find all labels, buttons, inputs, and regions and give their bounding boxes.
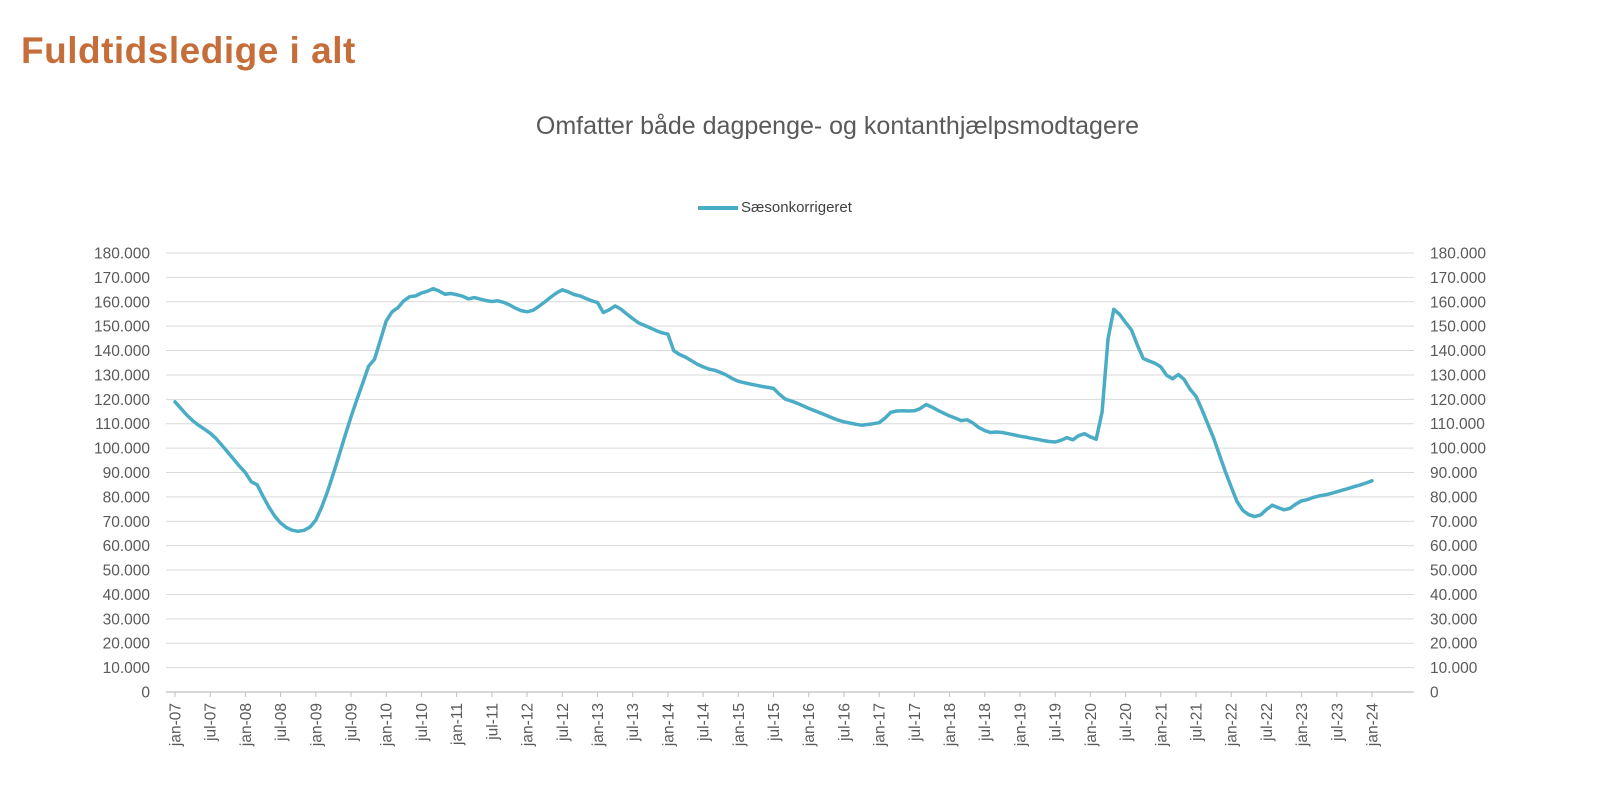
x-axis-label: jan-11 (449, 703, 466, 746)
y-axis-label-right: 170.000 (1430, 270, 1486, 287)
x-axis-label: jul-23 (1329, 703, 1346, 742)
y-axis-label-left: 160.000 (94, 294, 150, 311)
y-axis-label-right: 120.000 (1430, 392, 1486, 409)
y-axis-label-left: 90.000 (103, 465, 151, 482)
y-axis-label-left: 70.000 (103, 514, 151, 531)
y-axis-label-left: 180.000 (94, 246, 150, 263)
y-axis-label-right: 80.000 (1430, 489, 1478, 506)
x-axis-label: jul-18 (977, 703, 994, 742)
y-axis-label-left: 40.000 (103, 587, 151, 604)
y-axis-label-right: 150.000 (1430, 319, 1486, 336)
y-axis-label-right: 100.000 (1430, 441, 1486, 458)
y-axis-label-right: 0 (1430, 685, 1439, 702)
x-axis-label: jul-07 (203, 703, 220, 742)
y-axis-label-left: 130.000 (94, 367, 150, 384)
x-axis-label: jan-24 (1365, 703, 1382, 747)
y-axis-label-left: 170.000 (94, 270, 150, 287)
x-axis-label: jul-11 (484, 703, 501, 741)
x-axis-label: jul-12 (555, 703, 572, 742)
x-axis-label: jan-09 (308, 703, 325, 747)
y-axis-label-right: 90.000 (1430, 465, 1478, 482)
y-axis-label-left: 10.000 (103, 660, 151, 677)
x-axis-label: jul-21 (1188, 703, 1205, 742)
x-axis-label: jul-17 (907, 703, 924, 742)
x-axis-label: jan-22 (1224, 703, 1241, 747)
x-axis-label: jan-13 (590, 703, 607, 747)
y-axis-label-left: 20.000 (103, 636, 151, 653)
x-axis-label: jan-19 (1012, 703, 1029, 747)
x-axis-label: jan-18 (942, 703, 959, 747)
x-axis-label: jul-15 (766, 703, 783, 742)
y-axis-label-left: 0 (141, 685, 150, 702)
y-axis-label-left: 140.000 (94, 343, 150, 360)
y-axis-label-left: 100.000 (94, 441, 150, 458)
x-axis-label: jan-23 (1294, 703, 1311, 747)
x-axis-label: jul-19 (1048, 703, 1065, 742)
y-axis-label-right: 50.000 (1430, 563, 1478, 580)
x-axis-label: jan-07 (168, 703, 185, 747)
x-axis-label: jul-22 (1259, 703, 1276, 742)
chart-legend: Sæsonkorrigeret (160, 199, 1390, 216)
x-axis-label: jan-15 (731, 703, 748, 747)
y-axis-label-right: 140.000 (1430, 343, 1486, 360)
x-axis-label: jan-21 (1153, 703, 1170, 747)
x-axis-label: jan-12 (520, 703, 537, 747)
x-axis-label: jan-10 (379, 703, 396, 747)
x-axis-label: jul-10 (414, 703, 431, 742)
y-axis-label-right: 180.000 (1430, 246, 1486, 263)
y-axis-label-right: 60.000 (1430, 538, 1478, 555)
legend-line-swatch (698, 205, 739, 210)
chart-title: Omfatter både dagpenge- og kontanthjælps… (535, 112, 1140, 140)
y-axis-label-right: 10.000 (1430, 660, 1478, 677)
y-axis-label-left: 120.000 (94, 392, 150, 409)
y-axis-label-right: 20.000 (1430, 636, 1478, 653)
x-axis-label: jul-13 (625, 703, 642, 742)
x-axis-label: jul-16 (836, 703, 853, 742)
y-axis-label-left: 60.000 (103, 538, 151, 555)
y-axis-label-right: 160.000 (1430, 294, 1486, 311)
x-axis-label: jul-09 (344, 703, 361, 742)
x-axis-label: jul-20 (1118, 703, 1135, 742)
y-axis-label-left: 80.000 (103, 489, 151, 506)
x-axis-label: jan-20 (1083, 703, 1100, 747)
y-axis-label-right: 40.000 (1430, 587, 1478, 604)
x-axis-label: jan-16 (801, 703, 818, 747)
x-axis-label: jan-08 (238, 703, 255, 747)
y-axis-label-right: 130.000 (1430, 367, 1486, 384)
y-axis-label-left: 30.000 (103, 611, 151, 628)
y-axis-label-right: 30.000 (1430, 611, 1478, 628)
page-title: Fuldtidsledige i alt (21, 30, 356, 71)
x-axis-label: jul-14 (696, 703, 713, 742)
y-axis-label-right: 110.000 (1430, 416, 1485, 433)
x-axis-label: jan-17 (872, 703, 889, 747)
y-axis-label-left: 110.000 (95, 416, 150, 433)
x-axis-label: jan-14 (660, 703, 677, 747)
y-axis-label-right: 70.000 (1430, 514, 1478, 531)
y-axis-label-left: 50.000 (103, 563, 151, 580)
legend-label: Sæsonkorrigeret (741, 199, 852, 216)
y-axis-label-left: 150.000 (94, 319, 150, 336)
series-line-saesonkorrigeret (173, 286, 1374, 534)
x-axis-label: jul-08 (273, 703, 290, 742)
